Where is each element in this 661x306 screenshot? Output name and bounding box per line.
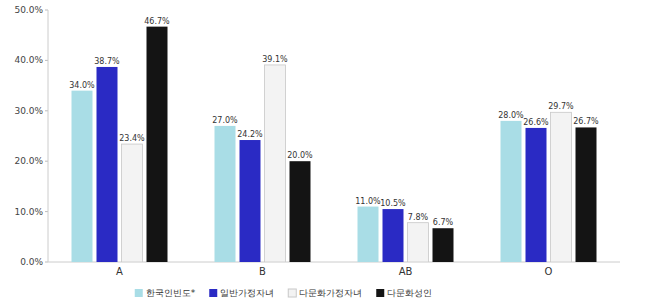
data-label: 6.7% xyxy=(433,218,454,227)
bar xyxy=(122,144,143,262)
data-label: 20.0% xyxy=(287,151,313,160)
data-label: 23.4% xyxy=(119,134,145,143)
data-label: 39.1% xyxy=(262,55,288,64)
y-tick-label: 0.0% xyxy=(20,257,43,267)
legend-label: 일반가정자녀 xyxy=(220,288,274,298)
y-tick-label: 40.0% xyxy=(14,55,43,65)
bar xyxy=(551,112,572,262)
bar xyxy=(526,128,547,262)
data-labels: 34.0% 38.7% 23.4% 46.7% 27.0% 24.2% 39.1% 20.0%… xyxy=(69,17,599,228)
chart-svg: 0.0% 10.0% 20.0% 30.0% 40.0% 50.0% 34.0% 38.7% 2… xyxy=(0,0,661,306)
bar xyxy=(265,65,286,262)
data-label: 29.7% xyxy=(548,102,574,111)
bar xyxy=(240,140,261,262)
bar xyxy=(97,67,118,262)
bar xyxy=(383,209,404,262)
legend-swatch xyxy=(135,289,143,297)
bar xyxy=(215,126,236,262)
bar xyxy=(72,91,93,262)
bar xyxy=(433,228,454,262)
data-label: 11.0% xyxy=(355,197,381,206)
legend-label: 다문화성인 xyxy=(387,288,432,298)
legend-label: 한국인빈도* xyxy=(146,288,196,298)
y-axis xyxy=(48,10,49,262)
x-tick-label: O xyxy=(545,266,553,277)
data-label: 27.0% xyxy=(212,116,238,125)
bar xyxy=(147,27,168,262)
chart-container: 0.0% 10.0% 20.0% 30.0% 40.0% 50.0% 34.0% 38.7% 2… xyxy=(0,0,661,306)
bar xyxy=(358,207,379,262)
legend-swatch xyxy=(209,289,217,297)
data-label: 10.5% xyxy=(380,199,406,208)
data-label: 38.7% xyxy=(94,57,120,66)
bar xyxy=(408,223,429,262)
legend-swatch xyxy=(376,289,384,297)
data-label: 26.6% xyxy=(523,118,549,127)
x-tick-label: AB xyxy=(399,266,413,277)
y-tick-label: 20.0% xyxy=(14,156,43,166)
y-tick-label: 30.0% xyxy=(14,106,43,116)
legend: 한국인빈도* 일반가정자녀 다문화가정자녀 다문화성인 xyxy=(135,288,433,298)
legend-swatch xyxy=(288,289,296,297)
bar xyxy=(501,121,522,262)
data-label: 24.2% xyxy=(237,130,263,139)
x-tick-label: B xyxy=(259,266,266,277)
legend-label: 다문화가정자녀 xyxy=(299,288,362,298)
data-label: 34.0% xyxy=(69,81,95,90)
data-label: 46.7% xyxy=(144,17,170,26)
y-tick-label: 10.0% xyxy=(14,207,43,217)
bar xyxy=(290,161,311,262)
data-label: 26.7% xyxy=(573,117,599,126)
data-label: 7.8% xyxy=(408,213,429,222)
data-label: 28.0% xyxy=(498,111,524,120)
bar xyxy=(576,127,597,262)
x-tick-label: A xyxy=(116,266,123,277)
y-tick-label: 50.0% xyxy=(14,5,43,15)
bars xyxy=(72,27,597,262)
